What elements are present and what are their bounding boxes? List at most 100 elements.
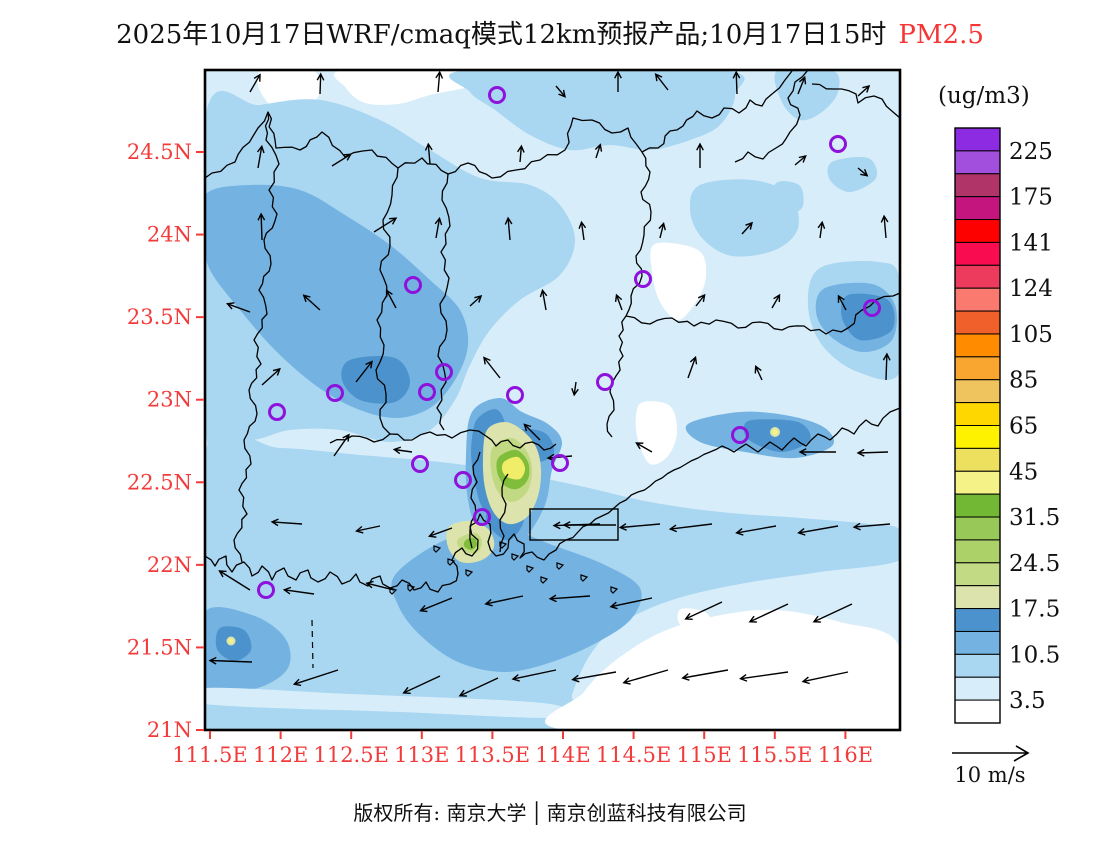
colorbar-label: 45	[1009, 459, 1038, 485]
admin-boundary	[734, 70, 809, 163]
wind-arrow-icon	[548, 594, 591, 603]
coastline-boundaries-layer	[205, 70, 900, 669]
wind-arrow-icon	[385, 288, 397, 309]
colorbar-segment	[954, 241, 1001, 266]
admin-boundary	[375, 167, 399, 435]
colorbar-segment	[954, 310, 1001, 335]
x-tick-label: 112E	[253, 743, 308, 767]
wind-scale-label: 10 m/s	[954, 763, 1025, 787]
station-marker-icon	[454, 471, 472, 489]
colorbar-segment	[954, 630, 1001, 655]
colorbar-label: 65	[1009, 414, 1038, 440]
wind-arrow-icon	[469, 294, 483, 307]
island	[433, 545, 442, 553]
wind-arrow-icon	[741, 221, 754, 235]
colorbar-segment	[954, 608, 1001, 632]
wind-scale-legend: 10 m/s	[952, 745, 1030, 787]
y-tick-label: 21.5N	[127, 635, 192, 659]
wind-arrow-icon	[427, 527, 453, 538]
wind-arrow-icon	[696, 142, 704, 168]
colorbar-segment	[954, 539, 1001, 564]
wind-vector-layer	[208, 70, 891, 697]
station-marker-icon	[506, 386, 524, 404]
x-tick-label: 115.5E	[737, 743, 812, 767]
admin-boundary	[436, 173, 451, 431]
colorbar-segment	[954, 402, 1001, 427]
wind-arrow-icon	[798, 448, 836, 456]
colorbar-segment	[954, 699, 1001, 724]
wind-arrow-icon	[373, 217, 398, 233]
y-tick-label: 24.5N	[127, 140, 192, 164]
wind-arrow-icon	[249, 73, 261, 93]
contour-region	[689, 179, 799, 257]
station-marker-icon	[634, 270, 652, 288]
wind-arrow-icon	[402, 675, 441, 694]
wind-arrow-icon	[882, 352, 891, 381]
colorbar-segment	[954, 173, 1001, 198]
colorbar-segment	[954, 562, 1001, 587]
y-tick-label: 22N	[147, 553, 192, 577]
chart-title: 2025年10月17日WRF/cmaq模式12km预报产品;10月17日15时 P…	[116, 20, 984, 50]
wind-arrow-icon	[880, 214, 889, 239]
wind-arrow-icon	[256, 144, 265, 169]
contour-region	[772, 429, 778, 435]
wind-arrow-icon	[434, 216, 443, 239]
dashed-boundary	[311, 619, 314, 669]
colorbar-segment	[954, 676, 1001, 701]
x-tick-label: 115E	[676, 743, 731, 767]
contour-region	[827, 156, 878, 193]
colorbar-segment	[954, 264, 1001, 289]
wind-arrow-icon	[635, 442, 653, 453]
wind-arrow-icon	[333, 433, 350, 457]
station-marker-icon	[326, 384, 344, 402]
wind-arrow-icon	[658, 221, 666, 239]
wind-arrow-icon	[208, 656, 253, 665]
colorbar-segment	[954, 287, 1001, 312]
wind-arrow-icon	[594, 143, 603, 159]
chart-title-main: 2025年10月17日WRF/cmaq模式12km预报产品;10月17日15时	[116, 20, 886, 50]
wind-arrow-icon	[771, 293, 781, 309]
colorbar-label: 3.5	[1009, 688, 1046, 714]
station-marker-icon	[257, 581, 275, 599]
island	[580, 574, 589, 582]
wind-scale-arrow-icon	[952, 745, 1030, 762]
station-marker-icon	[411, 455, 429, 473]
station-marker-icon	[404, 276, 422, 294]
wind-arrow-icon	[732, 70, 741, 95]
chart-title-species: PM2.5	[898, 20, 983, 50]
contour-region	[650, 242, 707, 320]
wind-arrow-icon	[812, 603, 853, 623]
x-tick-label: 116E	[818, 743, 873, 767]
wind-arrow-icon	[739, 671, 789, 682]
wind-arrow-icon	[681, 669, 729, 681]
island	[610, 586, 619, 594]
contour-region	[677, 608, 711, 633]
wind-arrow-icon	[458, 677, 499, 697]
wind-arrow-icon	[257, 212, 266, 241]
wind-arrow-icon	[857, 84, 871, 97]
colorbar-segment	[954, 150, 1001, 175]
colorbar-label: 85	[1009, 368, 1038, 394]
wind-arrow-icon	[797, 75, 807, 95]
axis-ticks-and-labels: 111.5E 112E 112.5E 113E 113.5E 114E 114.5E 115E…	[127, 140, 873, 767]
wind-arrow-icon	[355, 525, 381, 534]
colorbar-unit-label: (ug/m3)	[938, 83, 1030, 109]
colorbar-segment	[954, 196, 1001, 221]
wind-arrow-icon	[292, 669, 339, 687]
wind-arrow-icon	[218, 570, 251, 591]
wind-arrow-icon	[687, 355, 698, 379]
admin-boundary	[205, 70, 793, 179]
y-tick-label: 23N	[147, 388, 192, 412]
wind-arrow-icon	[794, 155, 807, 166]
copyright-owner: 版权所有: 南京大学	[353, 801, 526, 825]
y-tick-label: 21N	[147, 718, 192, 742]
copyright-divider-icon: │	[531, 801, 543, 825]
colorbar-segment	[954, 493, 1001, 518]
wind-arrow-icon	[435, 70, 444, 93]
island	[556, 562, 565, 570]
marine-zone-box	[529, 508, 619, 541]
wind-arrow-icon	[483, 356, 501, 379]
colorbar-segment	[954, 379, 1001, 404]
y-tick-label: 24N	[147, 223, 192, 247]
